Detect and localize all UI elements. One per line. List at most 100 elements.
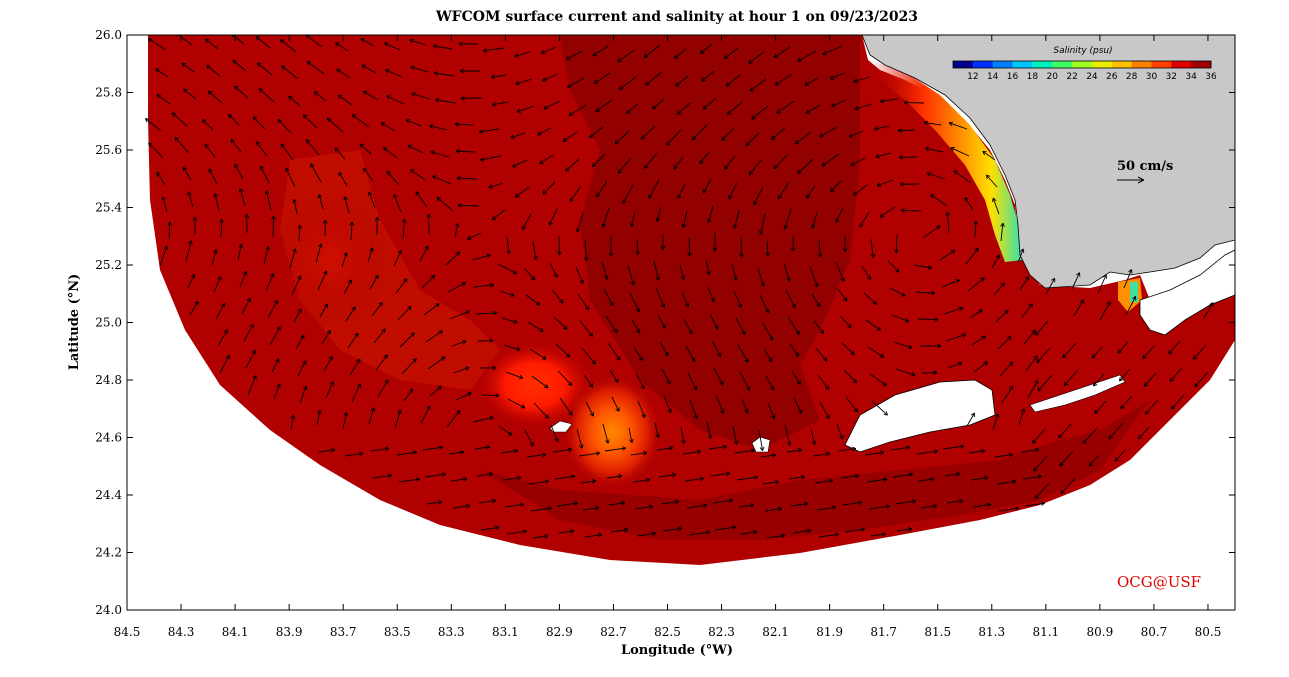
current-vector [1063,369,1079,386]
current-vector-head [358,451,364,457]
current-vector [1018,408,1025,426]
current-vector [255,141,268,157]
current-vector [797,158,814,174]
current-vector [681,291,689,307]
current-vector [596,180,608,198]
current-vector [183,88,197,100]
current-vector [602,423,609,444]
current-vector-head [745,141,751,147]
current-vector-head [677,526,683,532]
current-vector [606,475,622,479]
current-vector [344,196,350,214]
current-vector [830,72,845,80]
current-vector-head [824,385,830,390]
current-vector-head [441,356,446,361]
current-vector [234,163,244,180]
current-vector [174,137,190,154]
current-vector-head [188,240,193,245]
current-vector-head [819,133,824,138]
current-vector-head [652,104,657,110]
current-vector-head [437,500,443,505]
current-vector [1125,296,1137,316]
current-vector [576,212,584,233]
current-vector-head [648,504,654,510]
current-vector [1045,278,1056,295]
current-vector [515,78,533,85]
current-vector [895,368,916,376]
current-vector [733,290,742,308]
current-vector-head [910,372,916,377]
current-vector-head [329,381,334,386]
current-vector [505,371,524,379]
current-vector [539,154,554,165]
colorbar-tick-label: 14 [987,72,999,82]
current-vector-head [491,498,497,504]
current-vector-head [573,501,579,506]
current-vector [644,152,658,169]
current-vector [407,144,424,154]
current-vector-head [712,247,718,252]
current-vector-head [777,506,783,512]
current-vector-head [811,440,817,445]
current-vector [895,233,898,254]
current-vector [947,362,963,369]
current-vector [706,421,712,439]
current-vector [567,77,585,88]
current-vector [498,425,513,436]
current-vector-head [1170,405,1176,410]
current-vector [377,379,389,398]
current-vector-head [959,444,965,449]
current-vector-head [829,75,835,80]
current-vector-head [1040,501,1046,506]
current-vector [930,194,948,207]
current-vector-head [609,301,614,307]
current-vector [684,477,704,482]
current-vector-head [931,290,936,296]
x-tick-label: 82.1 [762,625,789,639]
current-vector [758,429,764,451]
current-vector [812,453,830,457]
current-vector [968,450,985,454]
current-vector [542,73,559,82]
current-vector [480,527,499,531]
current-vector-head [297,275,302,280]
current-vector-head [790,247,796,252]
current-vector [898,156,918,158]
current-vector [685,345,696,362]
current-vector [562,131,578,142]
current-vector-head [733,224,738,229]
current-vector [941,279,960,288]
current-vector [666,129,682,146]
current-vector-head [187,191,192,196]
current-vector-head [980,448,986,454]
x-tick-label: 83.3 [438,625,465,639]
current-vector-head [834,532,840,537]
current-vector-head [994,413,1000,418]
current-vector-head [194,300,199,306]
current-vector [313,91,327,102]
current-vector [1169,367,1183,382]
current-vector [334,147,346,160]
current-vector-head [593,79,599,84]
current-vector-head [749,87,754,92]
current-vector [237,244,242,261]
current-vector [336,68,351,79]
current-vector [211,249,217,266]
current-vector-head [665,141,671,146]
current-vector-head [412,450,418,455]
current-vector [631,319,641,334]
current-vector [277,118,292,134]
current-vector-head [306,61,312,66]
current-vector [707,286,715,303]
current-vector-head [750,448,756,453]
current-vector [578,452,600,457]
current-vector [568,104,587,116]
current-vector [424,473,446,478]
current-vector-head [351,306,356,311]
current-vector [944,473,960,477]
current-vector [727,101,743,115]
current-vector-head [733,440,739,445]
x-tick-label: 80.5 [1195,625,1222,639]
current-vector [661,368,671,385]
current-vector-head [356,358,361,363]
